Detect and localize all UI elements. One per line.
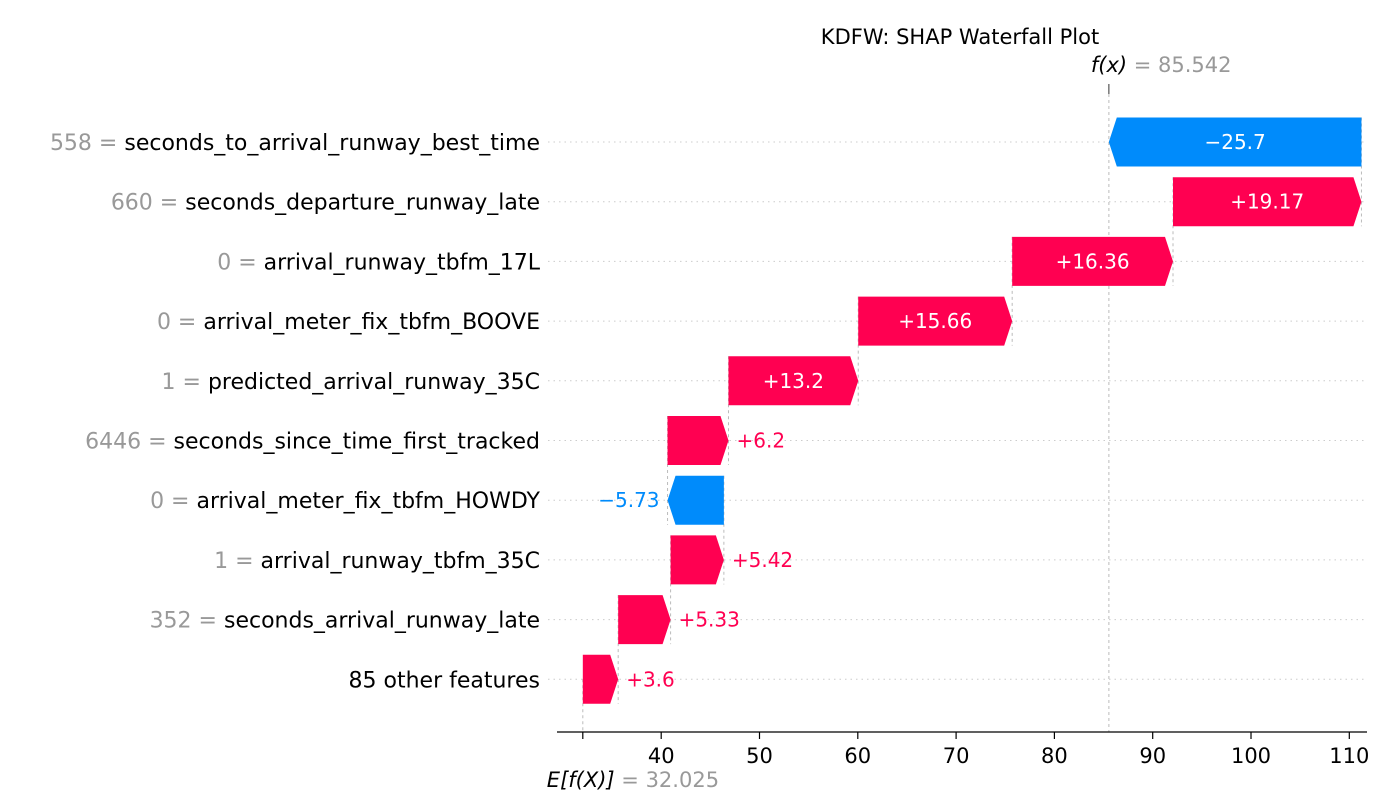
bar-label: +16.36 <box>1056 249 1130 273</box>
bar-label: −5.73 <box>598 488 659 512</box>
x-tick-label: 100 <box>1231 744 1271 768</box>
feature-label: 0 = arrival_meter_fix_tbfm_HOWDY <box>150 489 540 514</box>
feature-value: 0 = <box>157 310 203 335</box>
fx-value: = 85.542 <box>1127 53 1231 77</box>
feature-value: 1 = <box>162 370 208 395</box>
bar-label: +6.2 <box>736 429 785 453</box>
bar-label: +3.6 <box>626 667 675 691</box>
bar-label: +13.2 <box>763 369 824 393</box>
bar-label: +19.17 <box>1230 190 1304 214</box>
feature-value: 352 = <box>150 609 224 634</box>
chart-title: KDFW: SHAP Waterfall Plot <box>821 25 1099 49</box>
bar-label: −25.7 <box>1204 130 1265 154</box>
x-tick-label: 70 <box>943 744 970 768</box>
feature-label: 352 = seconds_arrival_runway_late <box>150 609 540 634</box>
bar-label: +5.42 <box>732 548 793 572</box>
x-tick-label: 50 <box>746 744 773 768</box>
x-tick-label: 110 <box>1329 744 1369 768</box>
feature-value: 0 = <box>150 489 196 514</box>
feature-label: 6446 = seconds_since_time_first_tracked <box>85 430 540 455</box>
bar <box>667 475 724 525</box>
feature-name: seconds_arrival_runway_late <box>224 609 540 634</box>
x-tick-label: 90 <box>1139 744 1166 768</box>
feature-label: 0 = arrival_runway_tbfm_17L <box>217 250 541 275</box>
feature-name: arrival_meter_fix_tbfm_HOWDY <box>196 489 540 514</box>
bars: −25.7 +19.17 +16.36 +15.66 +13.2 +6.2 −5.73 +5.… <box>582 117 1362 704</box>
fx-label: f(x) <box>1091 53 1127 77</box>
bar <box>858 296 1013 346</box>
bar <box>1108 117 1362 167</box>
feature-name: arrival_meter_fix_tbfm_BOOVE <box>203 310 540 335</box>
feature-label: 85 other features <box>349 668 540 693</box>
x-tick-label: 80 <box>1041 744 1068 768</box>
feature-name: 85 other features <box>349 668 540 693</box>
feature-label: 1 = arrival_runway_tbfm_35C <box>214 549 540 574</box>
bar <box>728 356 859 406</box>
feature-value: 558 = <box>50 131 124 156</box>
feature-value: 0 = <box>217 250 263 275</box>
feature-value: 660 = <box>111 191 185 216</box>
x-tick-label: 60 <box>844 744 871 768</box>
feature-label: 558 = seconds_to_arrival_runway_best_tim… <box>50 131 540 156</box>
bar-label: +5.33 <box>679 608 740 632</box>
bar <box>1012 236 1174 286</box>
feature-value: 6446 = <box>85 430 173 455</box>
efx-label: E[f(X)] <box>547 768 615 792</box>
bar <box>670 535 724 585</box>
bar <box>667 416 729 465</box>
fx-annotation: f(x) = 85.542 <box>1091 53 1232 77</box>
efx-annotation: E[f(X)] = 32.025 <box>547 768 719 792</box>
bar <box>582 654 619 704</box>
feature-name: seconds_to_arrival_runway_best_time <box>124 131 540 156</box>
feature-label: 660 = seconds_departure_runway_late <box>111 191 540 216</box>
feature-name: seconds_since_time_first_tracked <box>174 430 540 455</box>
feature-name: predicted_arrival_runway_35C <box>208 370 540 395</box>
efx-value: = 32.025 <box>615 768 719 792</box>
bar-label: +15.66 <box>898 309 972 333</box>
feature-label: 1 = predicted_arrival_runway_35C <box>162 370 540 395</box>
feature-label: 0 = arrival_meter_fix_tbfm_BOOVE <box>157 310 540 335</box>
feature-labels: 558 = seconds_to_arrival_runway_best_tim… <box>50 131 541 693</box>
expected-values: f(x) = 85.542 E[f(X)] = 32.025 <box>547 53 1232 792</box>
x-tick-label: 40 <box>648 744 675 768</box>
bar <box>618 595 671 645</box>
feature-value: 1 = <box>214 549 260 574</box>
feature-name: arrival_runway_tbfm_35C <box>261 549 540 574</box>
feature-name: arrival_runway_tbfm_17L <box>264 250 541 275</box>
x-axis: 40 50 60 70 80 90 100 110 <box>557 731 1369 768</box>
bar <box>1173 177 1362 227</box>
feature-name: seconds_departure_runway_late <box>185 191 540 216</box>
